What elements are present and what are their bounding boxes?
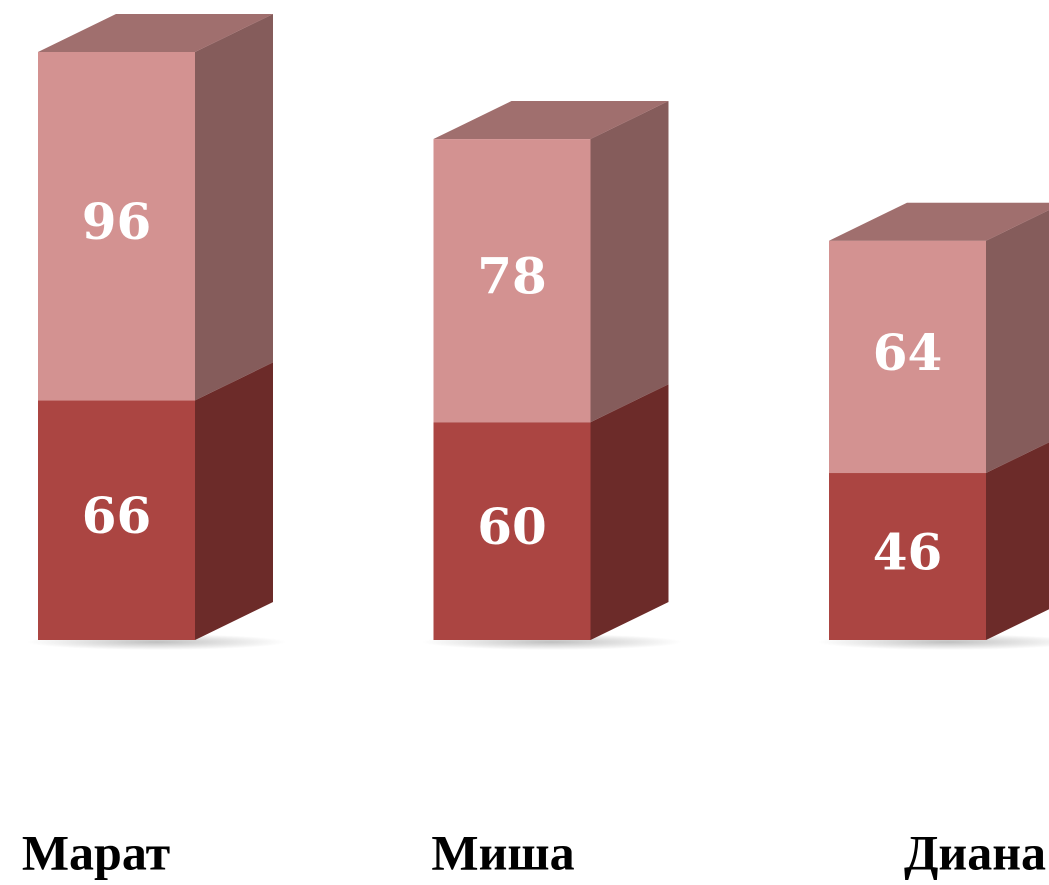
bar-side <box>590 101 669 423</box>
x-tick-label: Диана <box>904 824 1046 880</box>
bar-segment <box>829 473 986 640</box>
bar-side <box>986 210 1049 474</box>
data-label: 78 <box>477 247 547 306</box>
bar-side-shade <box>986 442 1049 640</box>
bar-top-shade <box>38 13 273 52</box>
data-label: 96 <box>82 192 152 251</box>
bar-segment <box>829 240 986 474</box>
bar-segment <box>38 400 195 640</box>
bar-top <box>433 101 669 140</box>
bar-side <box>195 362 273 640</box>
bar-side-shade <box>590 384 669 640</box>
bar-top <box>829 202 1049 241</box>
x-tick-label: Миша <box>431 824 574 880</box>
bar-segment <box>433 139 591 423</box>
data-label: 60 <box>477 497 547 556</box>
bar-side <box>590 384 669 640</box>
bar-side <box>195 13 273 401</box>
bar-side-shade <box>195 13 273 401</box>
bar-segment <box>433 422 591 640</box>
bar-top-shade <box>433 101 669 140</box>
bar-side <box>986 442 1049 640</box>
bar-side-shade <box>986 210 1049 474</box>
data-label: 64 <box>873 323 943 382</box>
x-tick-label: Марат <box>22 824 170 880</box>
data-label: 66 <box>82 486 152 545</box>
bar-side-shade <box>590 101 669 423</box>
data-label: 46 <box>873 523 943 582</box>
bar-side-shade <box>195 362 273 640</box>
bar-top-shade <box>829 202 1049 241</box>
bar-top <box>38 13 273 52</box>
bar-segment <box>38 51 195 401</box>
